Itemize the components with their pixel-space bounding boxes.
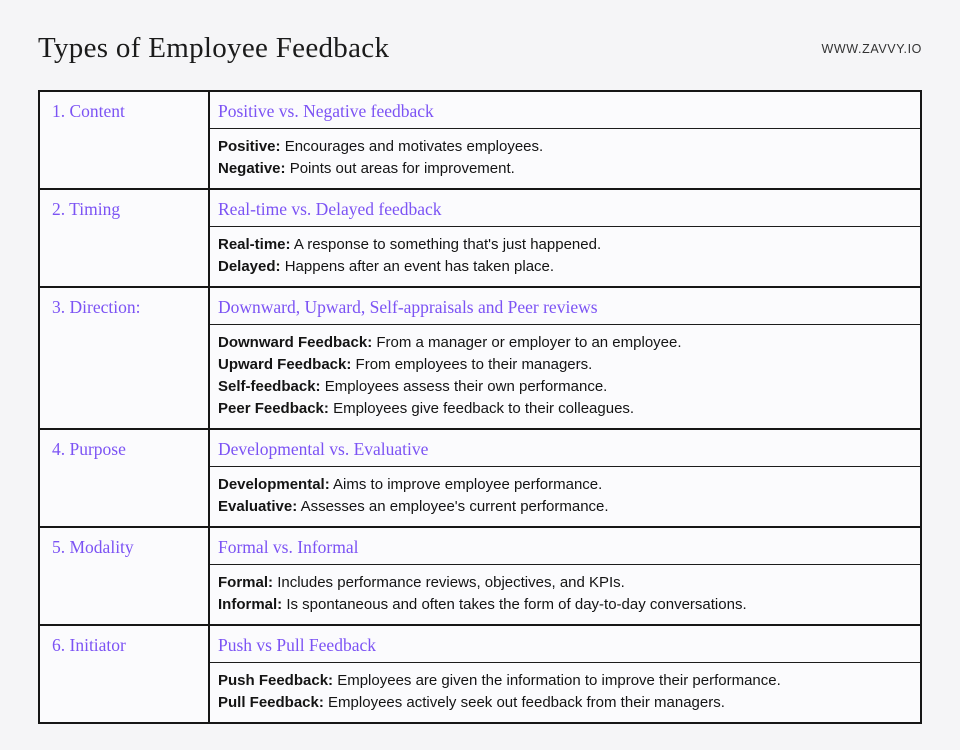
definition-text: From employees to their managers. [355, 356, 593, 373]
table-row: 4. Purpose Developmental vs. Evaluative De… [40, 428, 920, 526]
category-cell: 6. Initiator [40, 626, 210, 722]
definition-term: Informal: [218, 596, 283, 613]
definition-term: Peer Feedback: [218, 400, 329, 417]
category-cell: 3. Direction: [40, 288, 210, 428]
definition-line: Negative: Points out areas for improveme… [218, 158, 908, 180]
definition-text: Includes performance reviews, objectives… [277, 574, 625, 591]
definition-line: Informal: Is spontaneous and often takes… [218, 594, 908, 616]
definition-text: A response to something that's just happ… [293, 236, 602, 253]
table-row: 6. Initiator Push vs Pull Feedback Push Fe… [40, 624, 920, 722]
definition-term: Delayed: [218, 258, 281, 275]
definition-line: Evaluative: Assesses an employee's curre… [218, 496, 908, 518]
definition-text: Employees actively seek out feedback fro… [328, 694, 725, 711]
definition-text: Is spontaneous and often takes the form … [286, 596, 747, 613]
definitions-cell: Downward Feedback: From a manager or emp… [210, 325, 920, 428]
definition-term: Formal: [218, 574, 274, 591]
row-content: Developmental vs. Evaluative Developmenta… [210, 430, 920, 526]
definition-line: Push Feedback: Employees are given the i… [218, 670, 908, 692]
definitions-cell: Formal: Includes performance reviews, ob… [210, 565, 920, 624]
definition-text: Employees are given the information to i… [337, 672, 781, 689]
definition-term: Positive: [218, 138, 281, 155]
definitions-cell: Positive: Encourages and motivates emplo… [210, 129, 920, 188]
feedback-type-heading: Real-time vs. Delayed feedback [210, 190, 920, 227]
category-cell: 1. Content [40, 92, 210, 188]
row-content: Positive vs. Negative feedback Positive: … [210, 92, 920, 188]
definition-text: Employees assess their own performance. [324, 378, 608, 395]
definitions-cell: Real-time: A response to something that'… [210, 227, 920, 286]
definitions-cell: Push Feedback: Employees are given the i… [210, 663, 920, 722]
category-cell: 2. Timing [40, 190, 210, 286]
row-content: Push vs Pull Feedback Push Feedback: Empl… [210, 626, 920, 722]
definition-line: Upward Feedback: From employees to their… [218, 354, 908, 376]
definition-term: Self-feedback: [218, 378, 321, 395]
definition-term: Push Feedback: [218, 672, 334, 689]
feedback-types-table: 1. Content Positive vs. Negative feedback… [38, 90, 922, 724]
definition-line: Formal: Includes performance reviews, ob… [218, 572, 908, 594]
definition-line: Downward Feedback: From a manager or emp… [218, 332, 908, 354]
feedback-type-heading: Push vs Pull Feedback [210, 626, 920, 663]
definition-line: Self-feedback: Employees assess their ow… [218, 376, 908, 398]
definition-term: Negative: [218, 160, 286, 177]
website-url: WWW.ZAVVY.IO [821, 42, 922, 56]
definition-term: Downward Feedback: [218, 334, 373, 351]
definition-text: Happens after an event has taken place. [284, 258, 555, 275]
definition-text: Encourages and motivates employees. [284, 138, 544, 155]
definition-term: Upward Feedback: [218, 356, 352, 373]
definition-line: Pull Feedback: Employees actively seek o… [218, 692, 908, 714]
table-row: 3. Direction: Downward, Upward, Self-appr… [40, 286, 920, 428]
definitions-cell: Developmental: Aims to improve employee … [210, 467, 920, 526]
category-cell: 4. Purpose [40, 430, 210, 526]
definition-term: Real-time: [218, 236, 291, 253]
category-cell: 5. Modality [40, 528, 210, 624]
definition-line: Developmental: Aims to improve employee … [218, 474, 908, 496]
row-content: Formal vs. Informal Formal: Includes perf… [210, 528, 920, 624]
definition-text: Aims to improve employee performance. [333, 476, 603, 493]
definition-line: Real-time: A response to something that'… [218, 234, 908, 256]
definition-text: Assesses an employee's current performan… [300, 498, 609, 515]
definition-text: From a manager or employer to an employe… [376, 334, 682, 351]
feedback-type-heading: Positive vs. Negative feedback [210, 92, 920, 129]
row-content: Real-time vs. Delayed feedback Real-time:… [210, 190, 920, 286]
row-content: Downward, Upward, Self-appraisals and Pe… [210, 288, 920, 428]
definition-line: Delayed: Happens after an event has take… [218, 256, 908, 278]
definition-line: Positive: Encourages and motivates emplo… [218, 136, 908, 158]
definition-term: Evaluative: [218, 498, 298, 515]
table-row: 1. Content Positive vs. Negative feedback… [40, 92, 920, 188]
definition-text: Points out areas for improvement. [289, 160, 515, 177]
definition-line: Peer Feedback: Employees give feedback t… [218, 398, 908, 420]
table-row: 2. Timing Real-time vs. Delayed feedback R… [40, 188, 920, 286]
feedback-type-heading: Formal vs. Informal [210, 528, 920, 565]
feedback-type-heading: Developmental vs. Evaluative [210, 430, 920, 467]
definition-term: Developmental: [218, 476, 330, 493]
page-title: Types of Employee Feedback [38, 32, 390, 64]
definition-text: Employees give feedback to their colleag… [333, 400, 635, 417]
feedback-type-heading: Downward, Upward, Self-appraisals and Pe… [210, 288, 920, 325]
table-row: 5. Modality Formal vs. Informal Formal: In… [40, 526, 920, 624]
definition-term: Pull Feedback: [218, 694, 324, 711]
